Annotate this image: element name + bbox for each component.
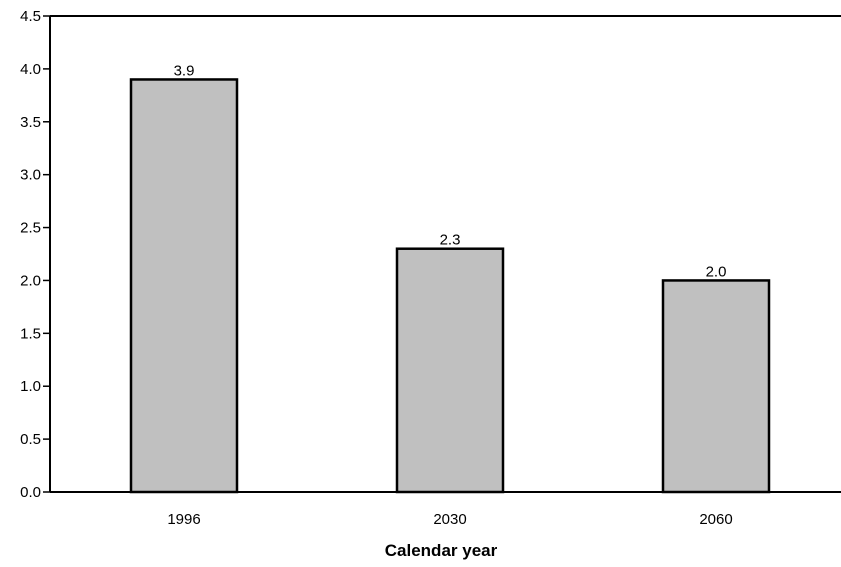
x-tick-label: 2060 (699, 511, 732, 528)
x-axis-title: Calendar year (385, 541, 498, 560)
bar-2030 (395, 247, 505, 494)
y-tick-label: 4.5 (20, 8, 41, 25)
y-tick-label: 2.0 (20, 272, 41, 289)
y-tick-label: 3.5 (20, 114, 41, 131)
y-tick-label: 1.5 (20, 325, 41, 342)
y-tick-label: 2.5 (20, 220, 41, 237)
y-tick-label: 1.0 (20, 378, 41, 395)
x-tick-label: 2030 (433, 511, 466, 528)
x-tick-label: 1996 (167, 511, 200, 528)
bars-group (129, 78, 771, 494)
y-tick-label: 3.0 (20, 167, 41, 184)
value-labels-group: 3.9 2.3 2.0 (174, 62, 727, 280)
bar-2060 (661, 279, 771, 494)
x-axis-ticks: 1996 2030 2060 (167, 511, 732, 528)
y-tick-label: 0.5 (20, 431, 41, 448)
y-tick-label: 4.0 (20, 61, 41, 78)
bar-1996 (129, 78, 239, 494)
bar-value-label: 3.9 (174, 62, 195, 79)
y-tick-label: 0.0 (20, 484, 41, 501)
bar-value-label: 2.3 (440, 232, 461, 249)
bar-value-label: 2.0 (706, 263, 727, 280)
y-axis-ticks: 0.0 0.5 1.0 1.5 2.0 2.5 3.0 3.5 4.0 4.5 (20, 8, 50, 501)
